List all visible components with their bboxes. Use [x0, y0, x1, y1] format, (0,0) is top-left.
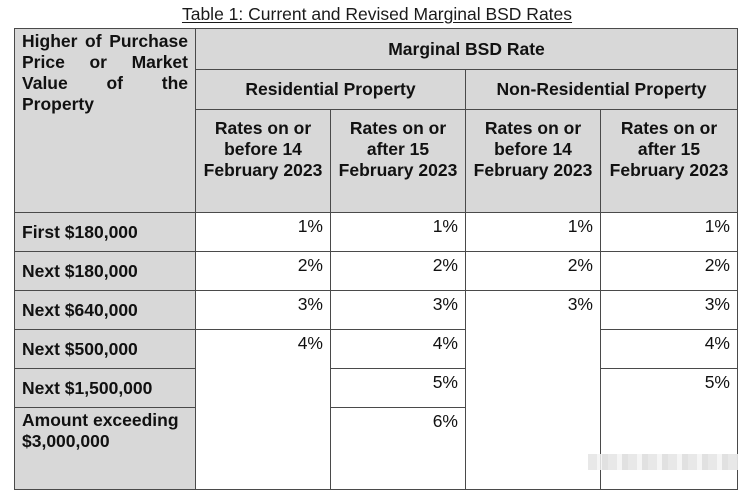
non-residential-after-header: Rates on or after 15 February 2023 [600, 109, 738, 213]
non-residential-after-cell: 5% [600, 368, 738, 490]
residential-before-cell: 4% [195, 329, 331, 490]
table-row: Next $500,000 4% 4% 4% [14, 329, 738, 490]
residential-after-cell: 1% [330, 212, 466, 252]
residential-before-cell: 2% [195, 251, 331, 291]
row-label: Next $180,000 [14, 251, 196, 291]
residential-before-cell: 3% [195, 290, 331, 330]
non-residential-before-cell: 1% [465, 212, 601, 252]
residential-after-header: Rates on or after 15 February 2023 [330, 109, 466, 213]
non-residential-after-cell: 3% [600, 290, 738, 330]
non-residential-property-header: Non-Residential Property [465, 69, 738, 110]
non-residential-after-cell: 2% [600, 251, 738, 291]
row-label: Next $640,000 [14, 290, 196, 330]
residential-after-cell: 2% [330, 251, 466, 291]
property-value-header: Higher of Purchase Price or Market Value… [14, 28, 196, 213]
table-row: First $180,000 1% 1% 1% 1% [14, 212, 738, 252]
residential-after-cell: 5% [330, 368, 466, 408]
row-label: Amount exceeding $3,000,000 [14, 407, 196, 490]
row-label: Next $500,000 [14, 329, 196, 369]
non-residential-after-cell: 1% [600, 212, 738, 252]
marginal-bsd-rate-header: Marginal BSD Rate [195, 28, 738, 70]
residential-property-header: Residential Property [195, 69, 466, 110]
watermark-image [588, 454, 738, 470]
bsd-rates-table: Higher of Purchase Price or Market Value… [14, 28, 738, 490]
residential-before-cell: 1% [195, 212, 331, 252]
table-caption: Table 1: Current and Revised Marginal BS… [181, 4, 573, 24]
table-row: Amount exceeding $3,000,000 6% [14, 407, 738, 490]
row-label: First $180,000 [14, 212, 196, 252]
non-residential-before-cell: 2% [465, 251, 601, 291]
residential-after-cell: 4% [330, 329, 466, 369]
table-row: Next $640,000 3% 3% 3% 3% [14, 290, 738, 490]
residential-before-header: Rates on or before 14 February 2023 [195, 109, 331, 213]
non-residential-before-cell: 3% [465, 290, 601, 490]
row-label: Next $1,500,000 [14, 368, 196, 408]
table-row: Next $180,000 2% 2% 2% 2% [14, 251, 738, 291]
residential-after-cell: 3% [330, 290, 466, 330]
residential-after-cell: 6% [330, 407, 466, 490]
table-row: Next $1,500,000 5% 5% [14, 368, 738, 490]
non-residential-after-cell: 4% [600, 329, 738, 369]
non-residential-before-header: Rates on or before 14 February 2023 [465, 109, 601, 213]
